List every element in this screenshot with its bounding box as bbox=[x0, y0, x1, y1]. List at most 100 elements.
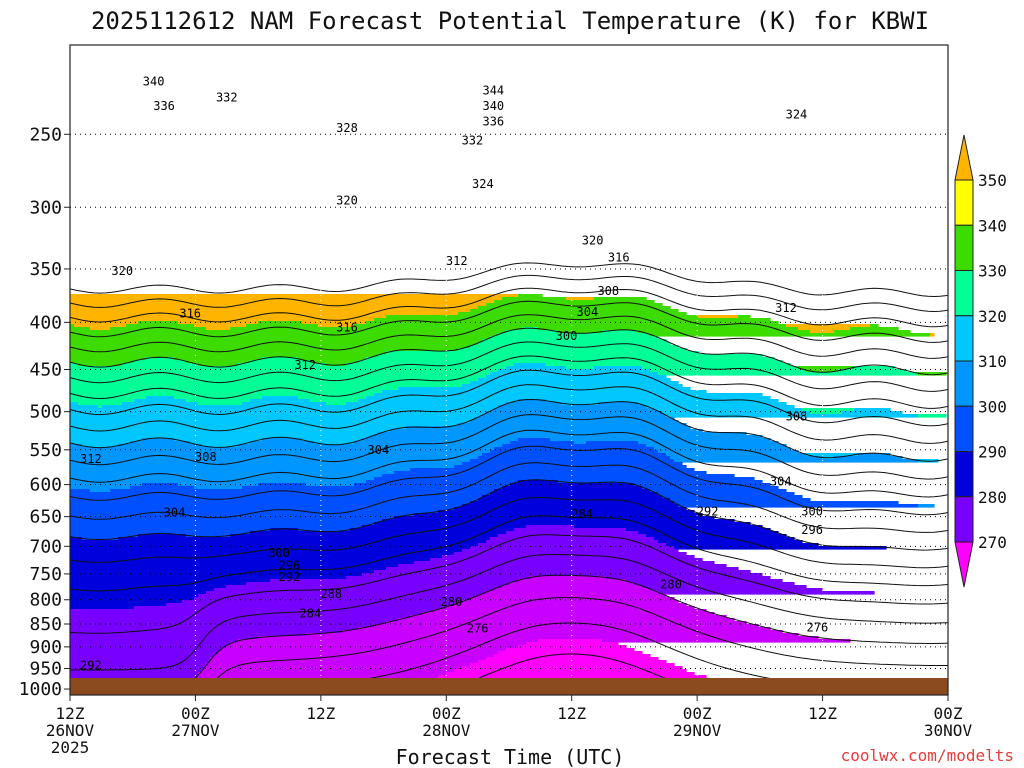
x-tick-label: 12Z bbox=[557, 704, 586, 723]
contour-label: 280 bbox=[660, 577, 682, 591]
contour-label: 312 bbox=[775, 301, 797, 315]
terrain-strip bbox=[70, 678, 948, 695]
contour-label: 304 bbox=[770, 474, 792, 488]
colorbar: 270 280 290 300 310 320 330 340 350 bbox=[954, 134, 1007, 588]
colorbar-label: 330 bbox=[978, 262, 1007, 281]
y-axis: 2503003504004505005506006507007508008509… bbox=[19, 124, 70, 700]
x-tick-label: 26NOV bbox=[46, 721, 95, 740]
colorbar-label: 270 bbox=[978, 533, 1007, 552]
contour-label: 320 bbox=[111, 264, 133, 278]
y-tick-label: 800 bbox=[29, 590, 62, 611]
contour-label: 304 bbox=[368, 443, 390, 457]
y-tick-label: 550 bbox=[29, 440, 62, 461]
x-tick-label: 29NOV bbox=[673, 721, 722, 740]
colorbar-segment bbox=[954, 496, 974, 543]
y-tick-label: 850 bbox=[29, 614, 62, 635]
contour-label: 332 bbox=[216, 90, 238, 104]
y-tick-label: 700 bbox=[29, 536, 62, 557]
contour-label: 336 bbox=[153, 99, 175, 113]
contour-label: 308 bbox=[195, 450, 217, 464]
x-tick-label: 00Z bbox=[181, 704, 210, 723]
contour-label: 308 bbox=[786, 409, 808, 423]
contour-label: 316 bbox=[608, 250, 630, 264]
contour-label: 344 bbox=[482, 83, 504, 97]
contour-label: 300 bbox=[268, 546, 290, 560]
colorbar-segment bbox=[954, 270, 974, 317]
y-tick-label: 600 bbox=[29, 475, 62, 496]
chart-title: 2025112612 NAM Forecast Potential Temper… bbox=[91, 7, 929, 35]
y-tick-label: 300 bbox=[29, 197, 62, 218]
contour-label: 340 bbox=[143, 74, 165, 88]
filled-contour-bands bbox=[70, 294, 947, 695]
colorbar-label: 320 bbox=[978, 307, 1007, 326]
x-tick-label: 00Z bbox=[683, 704, 712, 723]
contour-label: 276 bbox=[467, 622, 489, 636]
contour-label: 328 bbox=[336, 121, 358, 135]
contour-label: 332 bbox=[462, 134, 484, 148]
y-tick-label: 950 bbox=[29, 659, 62, 680]
contour-label: 292 bbox=[279, 570, 301, 584]
x-tick-label: 12Z bbox=[306, 704, 335, 723]
contour-label: 292 bbox=[697, 505, 719, 519]
contour-label: 312 bbox=[446, 254, 468, 268]
colorbar-label: 350 bbox=[978, 171, 1007, 190]
y-tick-label: 400 bbox=[29, 312, 62, 333]
y-tick-label: 250 bbox=[29, 124, 62, 145]
credit-text: coolwx.com/modelts bbox=[841, 746, 1014, 765]
colorbar-label: 340 bbox=[978, 216, 1007, 235]
contour-label: 308 bbox=[597, 284, 619, 298]
contour-label: 312 bbox=[80, 452, 102, 466]
contour-label: 296 bbox=[801, 523, 823, 537]
x-tick-label: 00Z bbox=[934, 704, 963, 723]
x-tick-label: 27NOV bbox=[171, 721, 220, 740]
colorbar-label: 300 bbox=[978, 397, 1007, 416]
colorbar-segment bbox=[954, 405, 974, 452]
y-tick-label: 450 bbox=[29, 360, 62, 381]
contour-label: 292 bbox=[80, 659, 102, 673]
contour-label: 304 bbox=[577, 305, 599, 319]
x-tick-label: 12Z bbox=[808, 704, 837, 723]
colorbar-label: 280 bbox=[978, 488, 1007, 507]
y-tick-label: 350 bbox=[29, 259, 62, 280]
y-tick-label: 650 bbox=[29, 507, 62, 528]
grid-lines bbox=[70, 45, 948, 695]
colorbar-segment bbox=[954, 315, 974, 362]
colorbar-segment bbox=[954, 360, 974, 407]
contour-label: 300 bbox=[801, 505, 823, 519]
colorbar-arrow-bottom bbox=[954, 541, 974, 588]
colorbar-segment bbox=[954, 451, 974, 498]
y-tick-label: 1000 bbox=[19, 679, 62, 700]
x-tick-label: 30NOV bbox=[924, 721, 973, 740]
x-axis-label: Forecast Time (UTC) bbox=[396, 745, 625, 768]
contour-label: 296 bbox=[279, 558, 301, 572]
colorbar-label: 310 bbox=[978, 352, 1007, 371]
contour-label: 316 bbox=[179, 306, 201, 320]
colorbar-segment bbox=[954, 179, 974, 226]
contour-label: 280 bbox=[441, 595, 463, 609]
contour-label: 304 bbox=[164, 505, 186, 519]
y-tick-label: 500 bbox=[29, 402, 62, 423]
contour-label: 320 bbox=[336, 194, 358, 208]
plot-area: 3443403363323283403363323243243203203163… bbox=[70, 45, 948, 695]
contour-label: 324 bbox=[472, 177, 494, 191]
contour-label: 288 bbox=[320, 587, 342, 601]
contour-label: 300 bbox=[556, 329, 578, 343]
contour-label: 284 bbox=[571, 507, 593, 521]
contour-label: 312 bbox=[294, 358, 316, 372]
colorbar-arrow-top bbox=[954, 134, 974, 181]
x-tick-label: 28NOV bbox=[422, 721, 471, 740]
colorbar-segment bbox=[954, 224, 974, 271]
x-tick-label: 00Z bbox=[432, 704, 461, 723]
contour-label: 276 bbox=[807, 620, 829, 634]
contour-labels: 3443403363323283403363323243243203203163… bbox=[80, 74, 828, 672]
contour-label: 320 bbox=[582, 234, 604, 248]
y-tick-label: 750 bbox=[29, 564, 62, 585]
contour-label: 316 bbox=[336, 320, 358, 334]
x-tick-label: 12Z bbox=[56, 704, 85, 723]
x-tick-label: 2025 bbox=[51, 738, 90, 757]
contour-label: 284 bbox=[300, 607, 322, 621]
colorbar-label: 290 bbox=[978, 443, 1007, 462]
y-tick-label: 900 bbox=[29, 637, 62, 658]
contour-label: 336 bbox=[482, 114, 504, 128]
